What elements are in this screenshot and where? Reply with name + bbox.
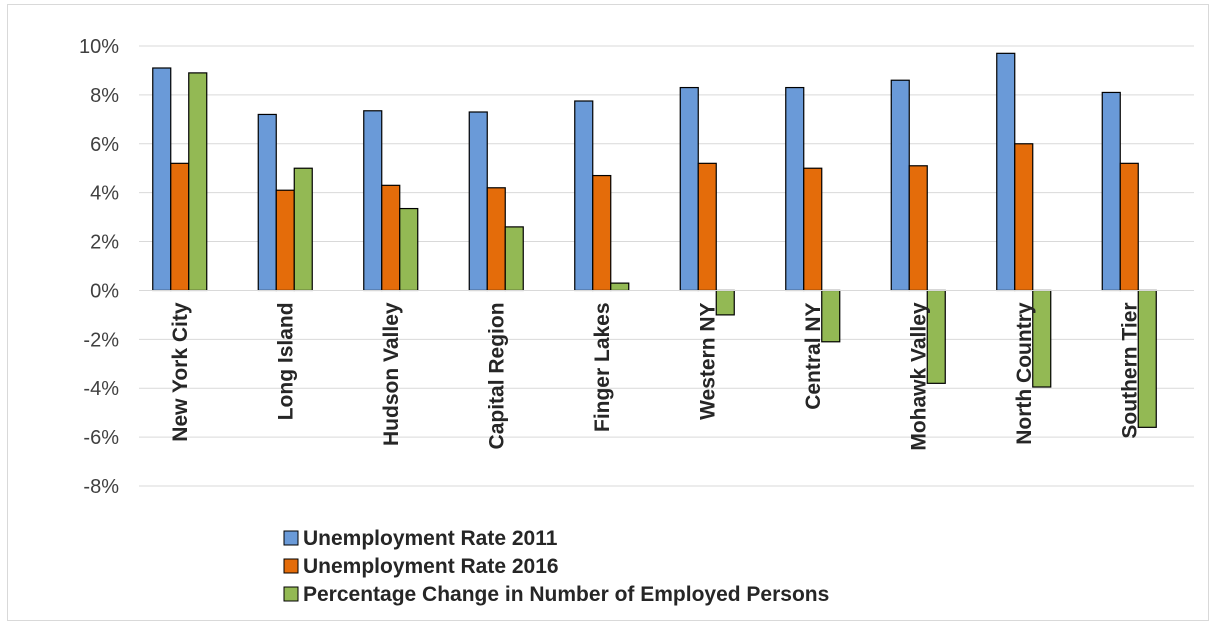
legend-swatch [283,586,299,602]
bar [697,162,717,292]
y-axis-ticks: 10% 8% 6% 4% 2% 0% -2% -4% -6% -8% [79,36,119,498]
bar [170,162,190,292]
bar [399,207,419,292]
x-tick-label: Central NY [802,302,825,409]
bar [381,184,401,292]
legend: Unemployment Rate 2011 Unemployment Rate … [283,527,829,606]
bar [785,86,805,292]
legend-label: Percentage Change in Number of Employed … [303,583,829,606]
y-tick-label: -4% [83,378,119,400]
x-tick-label: Western NY [696,302,719,419]
bar [908,165,928,292]
x-tick-label: North Country [1013,302,1036,445]
bar [152,67,172,292]
legend-label: Unemployment Rate 2016 [303,555,559,578]
bar [486,187,506,292]
y-tick-label: -2% [83,329,119,351]
bar [504,226,524,292]
legend-swatch [283,558,299,574]
legend-swatch [283,530,299,546]
x-tick-label: New York City [169,302,192,442]
y-tick-label: -6% [83,427,119,449]
y-tick-label: -8% [83,476,119,498]
bar [1119,162,1139,292]
bar [890,79,910,292]
y-tick-label: 8% [90,85,119,107]
bar [592,174,612,292]
bar [679,86,699,292]
bar [363,110,383,292]
gridlines [139,45,1194,487]
y-tick-label: 6% [90,134,119,156]
y-tick-label: 10% [79,36,119,58]
bar [188,72,208,292]
bar [803,167,823,292]
y-tick-label: 2% [90,232,119,254]
x-tick-label: Finger Lakes [591,302,614,432]
bar [996,52,1016,292]
bar [1101,91,1121,292]
bar [293,167,313,292]
x-tick-label: Long Island [274,302,297,420]
x-tick-label: Hudson Valley [380,302,403,446]
y-tick-label: 4% [90,183,119,205]
bar [468,111,488,292]
legend-label: Unemployment Rate 2011 [303,527,558,550]
bar [574,100,594,292]
bar [275,189,295,292]
x-tick-label: Capital Region [485,302,508,449]
x-axis-ticks: New York City Long Island Hudson Valley Cap… [169,302,1142,451]
x-tick-label: Mohawk Valley [907,302,930,451]
bars [152,52,1157,428]
bar [610,282,630,292]
bar [1014,143,1034,292]
bar [257,113,277,292]
x-tick-label: Southern Tier [1118,302,1141,438]
y-tick-label: 0% [90,280,119,302]
